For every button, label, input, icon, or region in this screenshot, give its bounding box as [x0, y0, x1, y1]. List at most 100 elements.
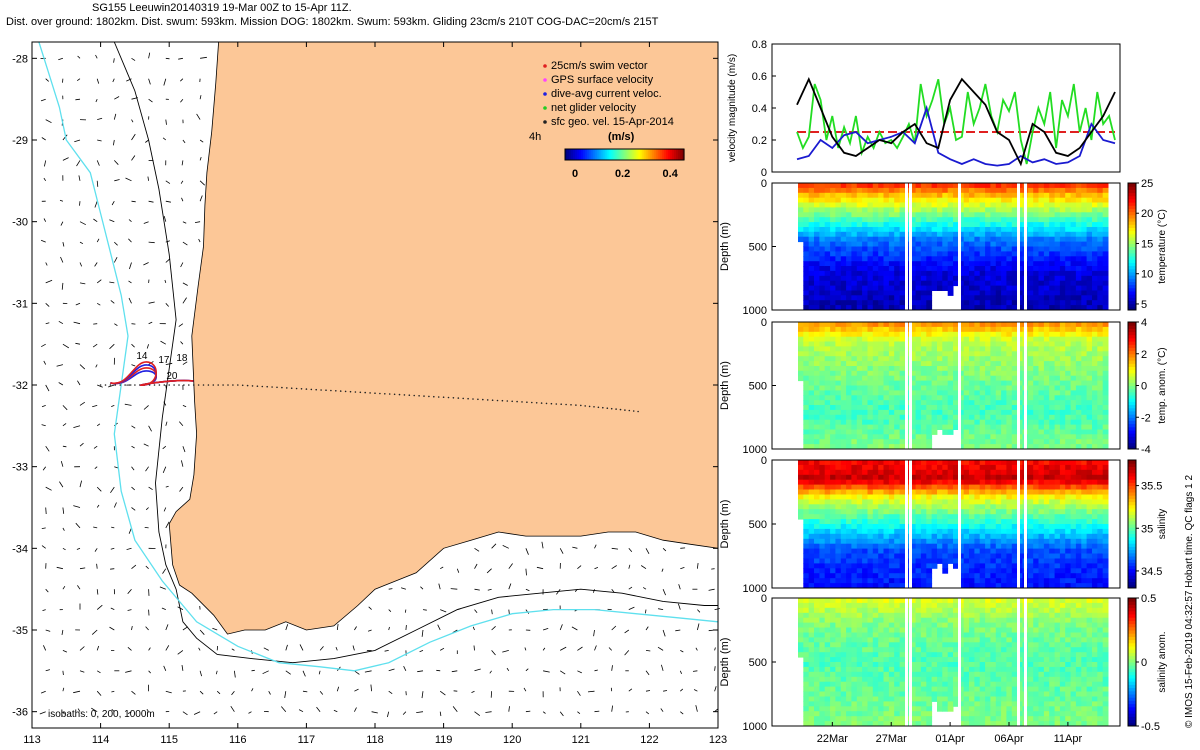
heatmap-cell: [808, 558, 815, 564]
heatmap-cell: [1001, 409, 1007, 416]
heatmap-cell: [1097, 227, 1104, 233]
heatmap-cell: [888, 434, 895, 440]
heatmap-cell: [942, 231, 949, 238]
heatmap-cell: [920, 280, 927, 287]
heatmap-cell: [1092, 375, 1098, 382]
heatmap-cell: [851, 336, 858, 343]
heatmap-cell: [953, 266, 959, 272]
heatmap-cell: [1049, 241, 1055, 247]
current-vector: [143, 221, 149, 224]
current-vector: [439, 690, 446, 696]
colorbar-cell: [1128, 237, 1136, 241]
heatmap-cell: [1102, 280, 1109, 287]
heatmap-cell: [883, 528, 890, 535]
heatmap-cell: [1075, 285, 1082, 291]
heatmap-cell: [840, 361, 847, 367]
heatmap-cell: [867, 419, 874, 426]
heatmap-cell: [846, 583, 852, 589]
heatmap-cell: [974, 484, 981, 490]
heatmap-cell: [990, 573, 997, 579]
heatmap-cell: [969, 227, 975, 233]
heatmap-cell: [1054, 275, 1061, 282]
heatmap-cell: [931, 236, 938, 243]
heatmap-cell: [985, 578, 991, 584]
track-point: [163, 384, 166, 386]
heatmap-cell: [920, 212, 927, 218]
colorbar-cell: [586, 149, 590, 160]
heatmap-cell: [915, 326, 922, 333]
heatmap-cell: [1075, 356, 1082, 362]
heatmap-cell: [942, 380, 949, 386]
heatmap-cell: [894, 533, 900, 540]
heatmap-cell: [1059, 183, 1066, 189]
heatmap-cell: [814, 424, 820, 430]
heatmap-cell: [798, 504, 804, 510]
current-vector: [473, 645, 475, 651]
heatmap-cell: [979, 212, 986, 218]
heatmap-cell: [979, 494, 986, 500]
heatmap-cell: [888, 366, 895, 372]
heatmap-cell: [1081, 261, 1088, 267]
current-vector: [523, 687, 527, 692]
heatmap-cell: [942, 270, 949, 277]
current-vector: [79, 241, 84, 245]
heatmap-cell: [888, 494, 895, 500]
heatmap-cell: [990, 578, 997, 584]
depth-tick-label: 0: [761, 317, 767, 329]
heatmap-cell: [899, 444, 906, 450]
heatmap-cell: [1059, 280, 1066, 287]
current-vector: [131, 57, 136, 61]
heatmap-cell: [888, 400, 895, 406]
heatmap-cell: [1097, 385, 1104, 391]
heatmap-cell: [958, 326, 965, 333]
heatmap-cell: [846, 499, 852, 505]
track-point: [124, 384, 126, 386]
colorbar-cell: [578, 149, 582, 160]
colorbar-cell: [1128, 376, 1136, 380]
heatmap-cell: [979, 405, 986, 411]
heatmap-cell: [883, 469, 890, 476]
heatmap-cell: [937, 474, 943, 481]
heatmap-cell: [995, 484, 1002, 490]
heatmap-cell: [824, 499, 831, 505]
heatmap-cell: [931, 479, 938, 486]
heatmap-cell: [910, 400, 916, 406]
heatmap-cell: [910, 375, 916, 382]
heatmap-cell: [856, 280, 863, 287]
heatmap-cell: [910, 336, 916, 343]
heatmap-cell: [926, 400, 933, 406]
heatmap-cell: [1006, 331, 1013, 338]
heatmap-cell: [819, 222, 826, 228]
heatmap-cell: [878, 434, 884, 440]
heatmap-cell: [883, 295, 890, 301]
heatmap-cell: [915, 578, 922, 584]
heatmap-cell: [920, 251, 927, 257]
heatmap-cell: [814, 460, 820, 466]
heatmap-cell: [1097, 322, 1104, 328]
current-vector: [163, 507, 167, 512]
heatmap-cell: [931, 533, 938, 540]
heatmap-cell: [1054, 202, 1061, 208]
heatmap-cell: [851, 261, 858, 267]
heatmap-cell: [862, 424, 868, 430]
heatmap-cell: [995, 538, 1002, 545]
heatmap-cell: [888, 390, 895, 396]
heatmap-cell: [894, 300, 900, 306]
heatmap-cell: [824, 419, 831, 426]
heatmap-cell: [963, 227, 970, 233]
current-vector: [125, 670, 132, 673]
current-vector: [436, 669, 441, 672]
heatmap-cell: [830, 266, 836, 272]
heatmap-cell: [1075, 326, 1082, 333]
heatmap-cell: [926, 256, 933, 262]
heatmap-cell: [1102, 227, 1109, 233]
heatmap-cell: [1038, 261, 1045, 267]
heatmap-cell: [840, 375, 847, 382]
heatmap-cell: [894, 183, 900, 189]
heatmap-cell: [1027, 543, 1034, 550]
track-point: [545, 402, 548, 405]
heatmap-cell: [894, 270, 900, 277]
current-vector: [680, 567, 685, 570]
heatmap-cell: [862, 261, 868, 267]
heatmap-cell: [872, 202, 879, 208]
